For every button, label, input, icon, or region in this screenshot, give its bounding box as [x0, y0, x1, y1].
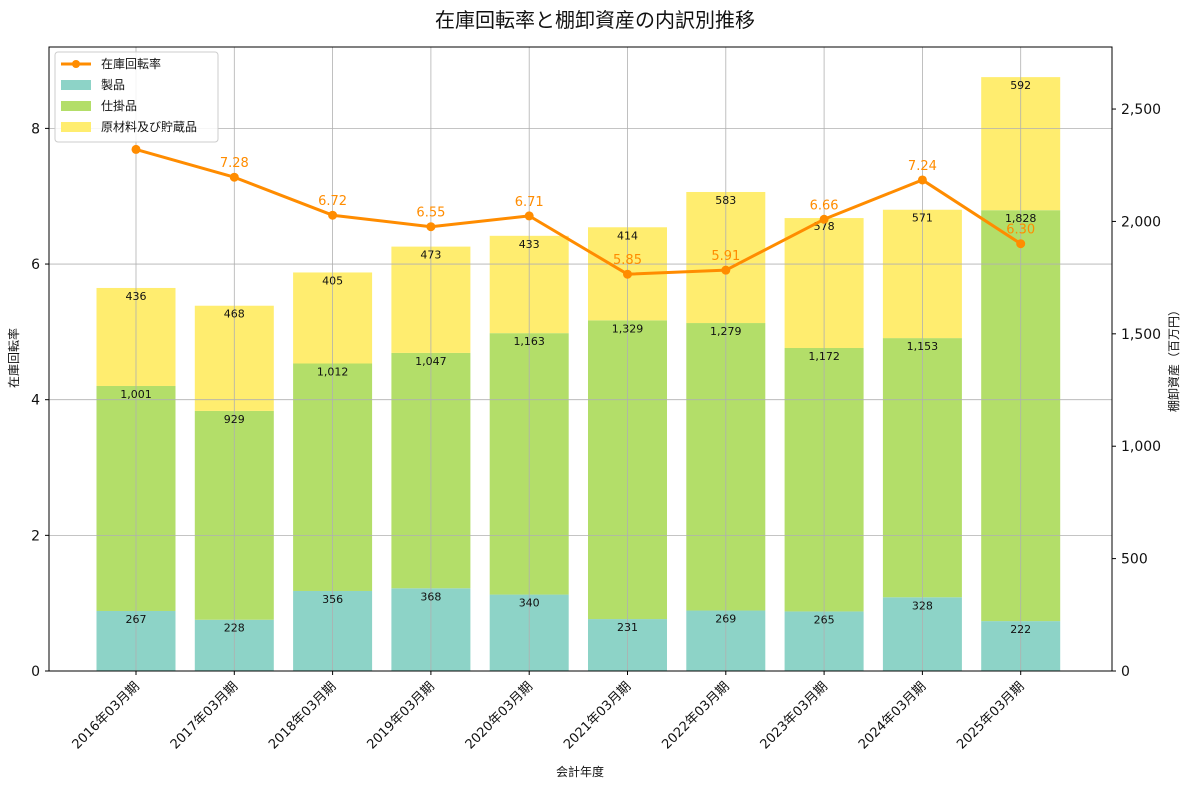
bar-value-label: 405: [322, 274, 343, 287]
y-right-tick-label: 500: [1121, 552, 1148, 568]
turnover-point: [229, 172, 239, 182]
bar-value-label: 1,012: [317, 365, 349, 378]
bar-value-label: 433: [519, 238, 540, 251]
legend-label: 仕掛品: [101, 98, 137, 113]
x-tick-label: 2021年03月期: [561, 679, 634, 752]
legend-patch-swatch: [61, 101, 91, 111]
bar-value-label: 1,279: [710, 325, 742, 338]
bar-value-label: 1,047: [415, 355, 447, 368]
turnover-point: [721, 265, 731, 275]
plot-frame: [48, 46, 1113, 672]
x-tick-label: 2025年03月期: [954, 679, 1027, 752]
turnover-point: [328, 210, 338, 220]
x-tick-label: 2018年03月期: [266, 679, 339, 752]
x-tick-label: 2019年03月期: [364, 679, 437, 752]
y-right-tick-label: 1,000: [1121, 439, 1161, 455]
x-tick-label: 2024年03月期: [856, 679, 929, 752]
legend-marker: [72, 60, 80, 68]
bar-value-label: 356: [322, 593, 343, 606]
turnover-value-label: 5.91: [711, 249, 740, 264]
x-tick-label: 2023年03月期: [758, 679, 831, 752]
legend-patch-swatch: [61, 122, 91, 132]
bar-value-label: 340: [519, 597, 540, 610]
bar-value-label: 269: [715, 613, 736, 626]
bar-value-label: 583: [715, 194, 736, 207]
turnover-value-label: 6.66: [810, 198, 839, 213]
bar-value-label: 929: [224, 413, 245, 426]
y-left-tick-label: 8: [31, 121, 40, 137]
bar-value-label: 228: [224, 622, 245, 635]
turnover-point: [131, 144, 141, 154]
bar-value-label: 1,153: [907, 340, 939, 353]
turnover-point: [819, 214, 829, 224]
turnover-value-label: 6.30: [1006, 223, 1035, 238]
legend-label: 原材料及び貯蔵品: [101, 120, 197, 134]
bar-value-label: 265: [814, 613, 835, 626]
turnover-value-label: 7.28: [220, 156, 249, 171]
bar-value-label: 267: [126, 613, 147, 626]
turnover-line: [135, 147, 1022, 276]
legend-label: 製品: [101, 78, 125, 92]
legend-patch-swatch: [61, 80, 91, 90]
y-left-tick-label: 0: [31, 664, 40, 680]
y-left-tick-label: 4: [31, 393, 40, 409]
bar-value-label: 1,001: [120, 388, 152, 401]
bar-value-label: 328: [912, 599, 933, 612]
bar-value-label: 1,828: [1005, 212, 1037, 225]
bar-value-label: 592: [1010, 79, 1031, 92]
x-tick-label: 2016年03月期: [70, 679, 143, 752]
bar-value-label: 1,329: [612, 322, 644, 335]
bar-value-label: 1,172: [808, 350, 840, 363]
y-right-tick-label: 2,500: [1121, 102, 1161, 118]
bar-value-label: 473: [420, 249, 441, 262]
y-axis-left-label: 在庫回転率: [6, 328, 21, 388]
x-axis-label: 会計年度: [556, 764, 604, 779]
turnover-point: [524, 211, 534, 221]
y-right-tick-label: 2,000: [1121, 214, 1161, 230]
y-axis-right-label: 棚卸資産（百万円）: [1166, 304, 1181, 412]
y-left-tick-label: 2: [31, 528, 40, 544]
legend-box: [54, 51, 219, 143]
turnover-value-label: 6.72: [318, 194, 347, 209]
turnover-value-label: 7.24: [908, 159, 937, 174]
turnover-point: [426, 222, 436, 232]
bar-value-label: 368: [420, 590, 441, 603]
bar-value-label: 468: [224, 308, 245, 321]
bar-value-label: 436: [126, 290, 147, 303]
turnover-value-label: 6.71: [515, 195, 544, 210]
turnover-point: [917, 175, 927, 185]
turnover-value-label: 6.55: [416, 206, 445, 221]
y-right-tick-label: 0: [1121, 664, 1130, 680]
chart-title: 在庫回転率と棚卸資産の内訳別推移: [435, 8, 755, 32]
turnover-point: [623, 269, 632, 279]
bar-value-label: 571: [912, 212, 933, 225]
plot-area: 2671,0014362289294683561,0124053681,0474…: [31, 46, 1161, 753]
x-tick-label: 2022年03月期: [659, 679, 732, 752]
legend-label: 在庫回転率: [101, 56, 161, 71]
y-left-tick-label: 6: [31, 257, 40, 273]
turnover-point: [1016, 239, 1026, 249]
turnover-value-label: 5.85: [613, 253, 642, 268]
y-right-tick-label: 1,500: [1121, 327, 1161, 343]
bar-value-label: 231: [617, 621, 638, 634]
bar-value-label: 1,163: [513, 335, 545, 348]
x-tick-label: 2017年03月期: [168, 679, 241, 752]
bar-value-label: 414: [617, 229, 638, 242]
x-tick-label: 2020年03月期: [463, 679, 536, 752]
bar-value-label: 222: [1010, 623, 1031, 636]
